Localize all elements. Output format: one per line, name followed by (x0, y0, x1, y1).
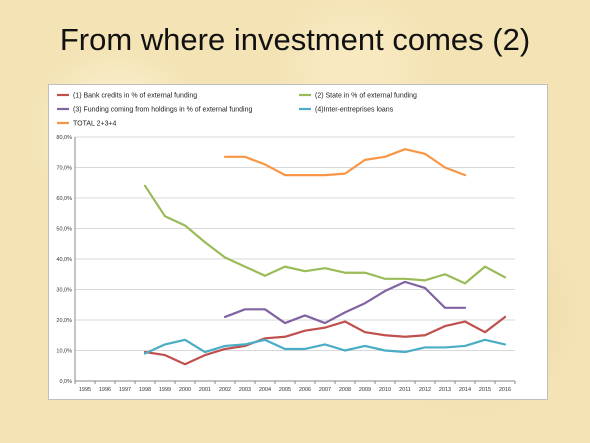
x-tick-label: 2001 (199, 387, 211, 393)
legend-item: (4)Inter-entreprises loans (299, 107, 394, 114)
y-tick-label: 50,0% (56, 227, 72, 233)
legend-label: (1) Bank credits in % of external fundin… (73, 93, 197, 100)
y-tick-label: 30,0% (56, 288, 72, 294)
x-tick-label: 1999 (159, 387, 171, 393)
y-tick-label: 10,0% (56, 349, 72, 355)
x-tick-label: 2006 (299, 387, 311, 393)
x-tick-label: 2003 (239, 387, 251, 393)
x-tick-label: 2010 (379, 387, 391, 393)
series-line-2 (143, 184, 507, 285)
chart-container: (1) Bank credits in % of external fundin… (48, 84, 548, 400)
legend-label: TOTAL 2+3+4 (73, 121, 117, 128)
legend-item: (3) Funding coming from holdings in % of… (57, 107, 252, 114)
x-tick-label: 2013 (439, 387, 451, 393)
y-axis-ticks: 0,0% 10,0% 20,0% 30,0% 40,0% 50,0% 60,0% 70,0% 8… (56, 135, 72, 385)
slide-title: From where investment comes (2) (59, 22, 531, 57)
x-axis-ticks: 1995 1996 1997 1998 1999 2000 2001 2002 2003 2004… (74, 381, 516, 393)
x-tick-label: 1995 (79, 387, 91, 393)
series-line-5 (223, 148, 467, 177)
y-tick-label: 20,0% (56, 318, 72, 324)
x-tick-label: 2005 (279, 387, 291, 393)
legend-label: (2) State in % of external funding (315, 93, 417, 100)
chart-legend: (1) Bank credits in % of external fundin… (57, 93, 417, 128)
x-tick-label: 1996 (99, 387, 111, 393)
y-tick-label: 0,0% (59, 379, 72, 385)
y-tick-label: 70,0% (56, 166, 72, 172)
y-tick-label: 80,0% (56, 135, 72, 141)
series-line-1 (143, 315, 507, 366)
x-tick-label: 2007 (319, 387, 331, 393)
y-tick-label: 40,0% (56, 257, 72, 263)
y-tick-label: 60,0% (56, 196, 72, 202)
series-line-3 (223, 280, 467, 325)
x-tick-label: 2015 (479, 387, 491, 393)
x-tick-label: 1997 (119, 387, 131, 393)
x-tick-label: 2016 (499, 387, 511, 393)
x-tick-label: 1998 (139, 387, 151, 393)
x-tick-label: 2011 (399, 387, 411, 393)
x-tick-label: 2004 (259, 387, 271, 393)
x-tick-label: 2000 (179, 387, 191, 393)
legend-label: (4)Inter-entreprises loans (315, 107, 394, 114)
legend-item: (2) State in % of external funding (299, 93, 417, 100)
x-tick-label: 2012 (419, 387, 431, 393)
legend-item: (1) Bank credits in % of external fundin… (57, 93, 197, 100)
x-tick-label: 2014 (459, 387, 471, 393)
legend-item: TOTAL 2+3+4 (57, 121, 117, 128)
series-line-4 (143, 338, 507, 355)
x-tick-label: 2009 (359, 387, 371, 393)
x-tick-label: 2002 (219, 387, 231, 393)
legend-label: (3) Funding coming from holdings in % of… (73, 107, 252, 114)
x-tick-label: 2008 (339, 387, 351, 393)
line-chart: (1) Bank credits in % of external fundin… (56, 93, 516, 393)
chart-series (143, 148, 507, 366)
chart-gridlines (75, 136, 515, 351)
